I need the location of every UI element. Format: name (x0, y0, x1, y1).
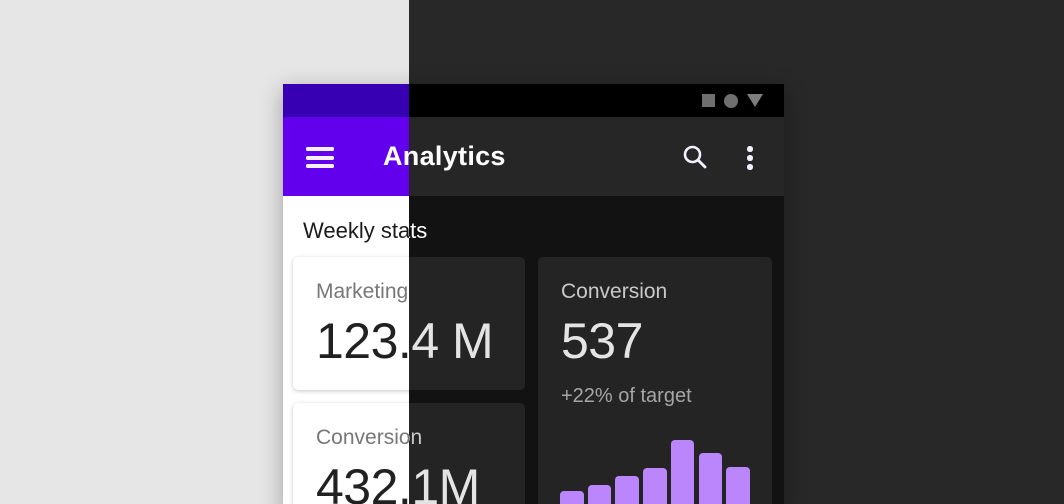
card-conversion: Conversion 537 +22% of target (538, 257, 772, 504)
card-value: 123.4 M (316, 313, 494, 369)
phone-light: Analytics Weekly stats Marketing 123.4 M (283, 84, 494, 504)
phone-dark: Analytics Weekly stats Marketing 123.4 M (383, 84, 784, 504)
card-marketing: Marketing 123.4 M (293, 257, 494, 390)
search-icon[interactable] (681, 143, 709, 171)
card-value: 537 (561, 313, 643, 369)
card-label: Conversion (409, 425, 422, 451)
section-title: Weekly stats (303, 218, 428, 243)
triangle-down-icon (747, 94, 763, 107)
card-label: Conversion (316, 426, 423, 449)
chart-bar (587, 485, 612, 504)
card-value: 432.1M (316, 459, 480, 504)
chart-bar (670, 440, 695, 504)
content-area: Weekly stats Marketing 123.4 M Conversio… (409, 196, 784, 504)
menu-icon[interactable] (306, 147, 334, 168)
overflow-menu-icon[interactable] (747, 146, 753, 173)
card-conversion-total: Conversion 432.1M (293, 403, 480, 504)
card-value: 123.4 M (409, 313, 494, 369)
conversion-bar-chart (538, 433, 772, 504)
card-label: Conversion (561, 280, 668, 303)
card-marketing: Marketing 123.4 M (409, 257, 525, 390)
chart-bar (615, 476, 639, 504)
page-title: Analytics (383, 140, 409, 172)
content-area: Weekly stats Marketing 123.4 M Conversio… (283, 196, 494, 504)
app-bar: Analytics (383, 117, 784, 196)
page-title: Analytics (383, 141, 506, 171)
card-value: 432.1M (409, 459, 480, 504)
chart-bar (643, 468, 667, 504)
app-bar: Analytics (283, 117, 409, 196)
circle-icon (724, 93, 738, 108)
card-conversion-total: Conversion 432.1M (409, 403, 525, 504)
chart-bar (560, 491, 584, 504)
chart-bar (726, 467, 750, 504)
card-caption: +22% of target (561, 385, 692, 407)
chart-bar (698, 453, 722, 504)
status-bar (409, 84, 784, 117)
section-title: Weekly stats (409, 218, 427, 244)
card-label: Marketing (316, 280, 409, 303)
square-icon (702, 94, 715, 107)
status-bar (283, 84, 409, 117)
